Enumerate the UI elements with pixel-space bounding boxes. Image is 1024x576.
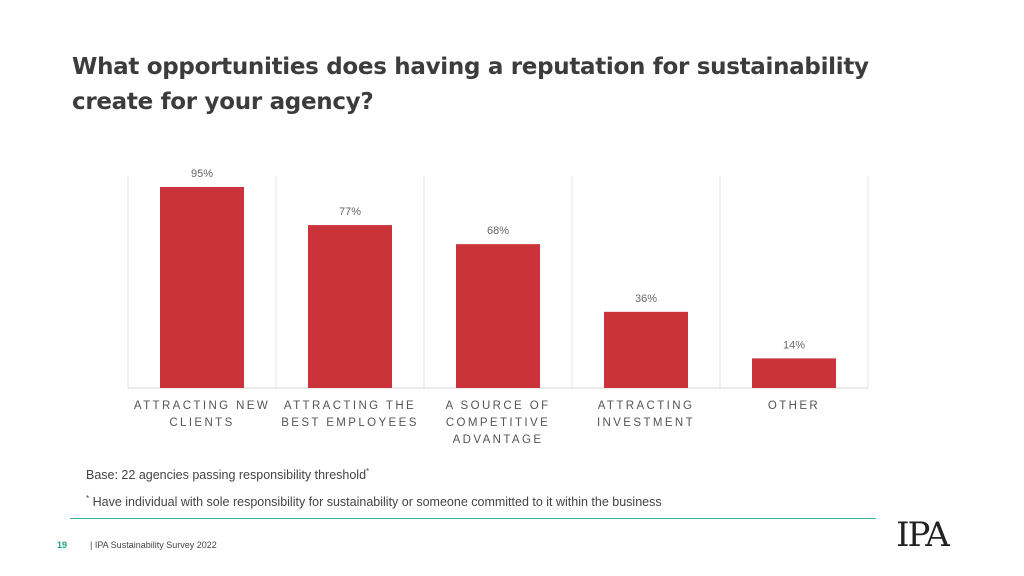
category-label-4: ATTRACTING INVESTMENT	[596, 400, 696, 429]
logo-text: IPA	[896, 515, 950, 555]
bar-4	[604, 311, 688, 388]
category-label-2: ATTRACTING THE BEST EMPLOYEES	[281, 400, 419, 429]
data-label-5: 14%	[783, 339, 805, 351]
bar-chart: 95% 77% 68% 36% 14%	[127, 168, 869, 389]
footnote: * Have individual with sole responsibili…	[86, 494, 662, 509]
ipa-logo: IPA	[896, 515, 952, 555]
slide-title: What opportunities does having a reputat…	[72, 50, 892, 120]
bar-2	[308, 225, 392, 388]
data-label-4: 36%	[635, 293, 657, 305]
category-label-3: A SOURCE OF COMPETITIVE ADVANTAGE	[445, 400, 551, 446]
footnote-marker: *	[86, 494, 90, 503]
page-number: 19	[57, 540, 68, 550]
footer-divider	[70, 518, 876, 519]
footnote-text: Have individual with sole responsibility…	[89, 495, 662, 510]
base-note-text: Base: 22 agencies passing responsibility…	[86, 468, 367, 483]
base-note: Base: 22 agencies passing responsibility…	[86, 467, 369, 482]
title-line-2: create for your agency?	[72, 89, 374, 115]
bar-1	[160, 187, 244, 388]
data-label-1: 95%	[191, 168, 213, 180]
bar-3	[456, 244, 540, 388]
base-note-marker: *	[366, 467, 370, 476]
data-label-2: 77%	[339, 206, 361, 218]
category-label-5: OTHER	[767, 400, 821, 412]
title-line-1: What opportunities does having a reputat…	[72, 54, 869, 80]
footer-text: | IPA Sustainability Survey 2022	[90, 540, 217, 550]
bar-5	[752, 358, 836, 388]
category-label-1: ATTRACTING NEW CLIENTS	[133, 400, 271, 429]
data-label-3: 68%	[487, 225, 509, 237]
